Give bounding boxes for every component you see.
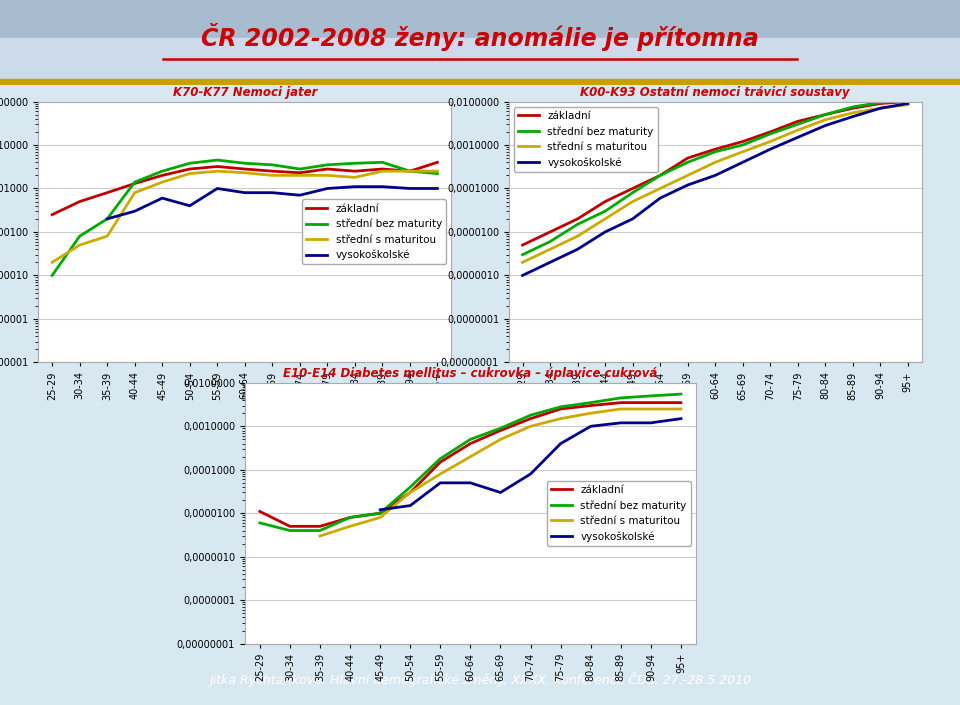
Legend: základní, střední bez maturity, střední s maturitou, vysokoškolské: základní, střední bez maturity, střední … (302, 200, 446, 264)
Legend: základní, střední bez maturity, střední s maturitou, vysokoškolské: základní, střední bez maturity, střední … (547, 481, 691, 546)
Title: E10-E14 Diabetes mellitus – cukrovka – úplavice cukrová: E10-E14 Diabetes mellitus – cukrovka – ú… (283, 367, 658, 380)
Bar (0, 38, 960, 85)
Title: K70-K77 Nemoci jater: K70-K77 Nemoci jater (173, 86, 317, 99)
Text: Jitka Rychtaříková: Hlavní demografické změny, XXXX. konference ČDS, 27.-28.5.20: Jitka Rychtaříková: Hlavní demografické … (209, 672, 751, 687)
Title: K00-K93 Ostatní nemoci trávicí soustavy: K00-K93 Ostatní nemoci trávicí soustavy (581, 86, 850, 99)
Bar (0, 0, 960, 38)
Text: ČR 2002-2008 ženy: anomálie je přítomna: ČR 2002-2008 ženy: anomálie je přítomna (201, 23, 759, 51)
Legend: základní, střední bez maturity, střední s maturitou, vysokoškolské: základní, střední bez maturity, střední … (514, 106, 658, 172)
Bar (0, 79, 960, 85)
